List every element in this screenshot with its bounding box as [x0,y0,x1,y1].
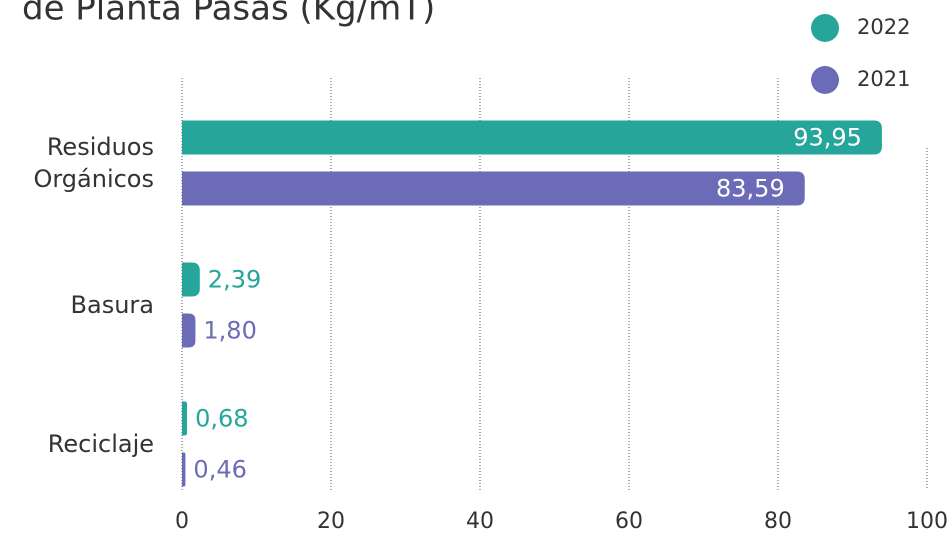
x-tick-label: 0 [175,509,189,534]
x-tick-label: 80 [764,509,792,534]
category-label: Basura [70,291,154,319]
value-label: 1,80 [203,317,256,345]
x-tick-label: 100 [906,509,948,534]
legend-label: 2022 [857,15,910,39]
bar [182,452,186,487]
value-label: 2,39 [208,266,261,294]
value-label: 93,95 [793,124,862,152]
legend-label: 2021 [857,67,910,91]
bar [182,401,188,436]
bar [182,262,200,297]
x-tick-label: 20 [317,509,345,534]
category-label: Reciclaje [47,430,154,458]
value-label: 0,46 [193,456,246,484]
chart-title: de Planta Pasas (Kg/mT) [22,0,435,29]
legend-marker [811,66,839,94]
bar [182,313,196,348]
x-tick-label: 40 [466,509,494,534]
value-label: 83,59 [716,175,785,203]
bar [182,120,882,155]
value-label: 0,68 [195,405,248,433]
category-label: Residuos Orgánicos [33,133,154,193]
bar [182,171,805,206]
legend-marker [811,14,839,42]
x-tick-label: 60 [615,509,643,534]
